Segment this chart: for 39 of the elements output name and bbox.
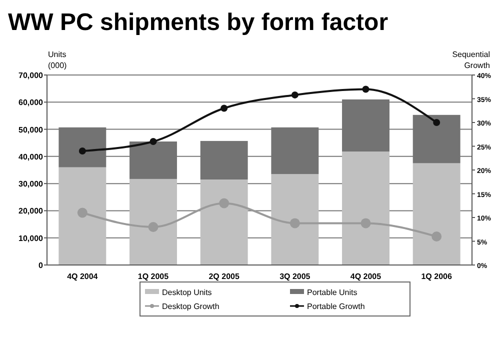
y-tick-label: 60,000 (18, 98, 44, 108)
bar (130, 178, 177, 265)
point (290, 218, 300, 228)
point (219, 198, 230, 208)
point (148, 222, 158, 232)
y-tick-label: 0 (38, 261, 44, 270)
y-axis-title: Units (000) (48, 50, 68, 70)
legend-label: Portable Units (307, 288, 358, 297)
bar (58, 167, 106, 265)
legend-label: Desktop Growth (162, 302, 220, 311)
bar (271, 174, 319, 265)
y-tick-label: 70,000 (18, 71, 44, 80)
x-tick-label: 1Q 2005 (138, 272, 170, 281)
point (362, 86, 370, 93)
y-tick-label: 10,000 (18, 234, 44, 243)
y-tick-label: 30,000 (18, 180, 44, 189)
y-tick-label: 20,000 (18, 206, 44, 216)
bar (200, 180, 248, 265)
bar (412, 163, 460, 265)
y-tick-label: 50,000 (18, 125, 44, 134)
point (291, 91, 298, 98)
x-tick-label: 4Q 2004 (67, 272, 98, 281)
point (432, 232, 442, 242)
x-tick-label: 4Q 2005 (350, 272, 382, 281)
point (220, 104, 228, 112)
point (150, 138, 157, 145)
chart-title: WW PC shipments by form factor (8, 9, 388, 36)
point (433, 119, 440, 126)
x-tick-label: 2Q 2005 (208, 272, 240, 281)
x-tick-label: 1Q 2006 (421, 272, 452, 281)
x-tick-label: 3Q 2005 (280, 272, 311, 281)
bar (342, 152, 390, 265)
point (77, 208, 88, 218)
y-tick-label: 40,000 (18, 152, 44, 162)
point (78, 148, 86, 154)
legend-label: Portable Growth (307, 302, 365, 311)
legend-label: Desktop Units (162, 288, 212, 297)
y2-axis-title: Sequential Growth (452, 50, 490, 70)
point (360, 218, 371, 228)
